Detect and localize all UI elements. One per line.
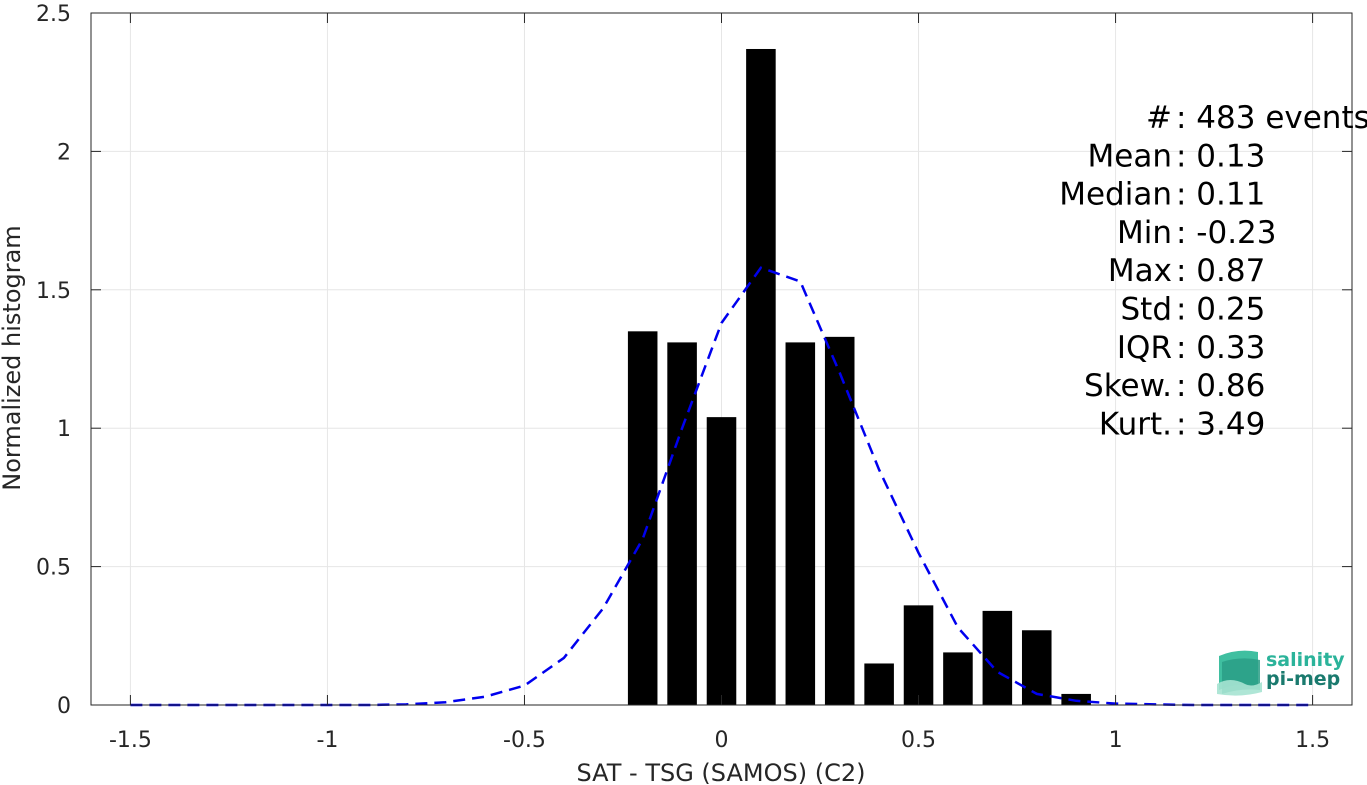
x-tick-label: -1.5: [109, 728, 152, 753]
axis-ticks: [91, 12, 1352, 706]
stat-value: : -0.23: [1176, 215, 1277, 251]
wave-logo-icon: [1217, 650, 1262, 696]
stat-value: : 0.87: [1176, 253, 1265, 289]
x-axis-label: SAT - TSG (SAMOS) (C2): [577, 759, 866, 785]
x-tick-label: 1.5: [1295, 728, 1330, 753]
x-tick-label: 1: [1109, 728, 1123, 753]
y-tick-label: 0: [57, 694, 71, 719]
histogram-bar: [706, 417, 737, 705]
histogram-bar: [627, 331, 658, 705]
stat-label: IQR: [1117, 330, 1172, 366]
x-tick-label: 0.5: [901, 728, 936, 753]
stat-label: Skew.: [1084, 368, 1172, 404]
y-tick-label: 2: [57, 140, 71, 165]
x-tick-label: -0.5: [503, 728, 546, 753]
y-tick-label: 1: [57, 417, 71, 442]
histogram-bar: [982, 610, 1013, 705]
histogram-bar: [1061, 693, 1091, 705]
stat-label: Kurt.: [1099, 406, 1172, 442]
stat-label: Min: [1117, 215, 1172, 251]
histogram-bar: [746, 48, 776, 705]
stat-value: : 0.25: [1176, 292, 1265, 328]
x-tick-label: 0: [715, 728, 729, 753]
stat-value: : 3.49: [1176, 406, 1265, 442]
histogram-bar: [824, 336, 855, 705]
y-tick-labels: 0 0.5 1 1.5 2 2.5: [36, 2, 71, 719]
histogram-bar: [667, 342, 697, 705]
stat-value: : 483 events: [1176, 100, 1367, 136]
stat-label: Std: [1120, 292, 1172, 328]
stat-label: Median: [1059, 177, 1172, 213]
y-tick-label: 0.5: [36, 556, 71, 581]
histogram-bar: [903, 605, 934, 705]
salinity-pi-mep-logo: salinity pi-mep: [1217, 649, 1345, 696]
stat-value: : 0.86: [1176, 368, 1265, 404]
x-tick-labels: -1.5 -1 -0.5 0 0.5 1 1.5: [109, 728, 1330, 753]
stat-value: : 0.33: [1176, 330, 1265, 366]
stat-label: #: [1146, 100, 1172, 136]
histogram-bar: [864, 663, 894, 705]
histogram-bar: [943, 652, 973, 705]
x-tick-label: -1: [316, 728, 338, 753]
stat-label: Mean: [1088, 138, 1172, 174]
logo-pi-mep-text: pi-mep: [1266, 668, 1340, 690]
y-axis-label: Normalized histogram: [0, 225, 26, 490]
histogram-bars: [627, 48, 1091, 705]
stat-value: : 0.11: [1176, 177, 1265, 213]
logo-salinity-text: salinity: [1266, 649, 1345, 671]
y-tick-label: 1.5: [36, 279, 71, 304]
y-tick-label: 2.5: [36, 2, 71, 27]
stat-value: : 0.13: [1176, 138, 1265, 174]
histogram-bar: [785, 342, 816, 705]
stat-label: Max: [1108, 253, 1172, 289]
